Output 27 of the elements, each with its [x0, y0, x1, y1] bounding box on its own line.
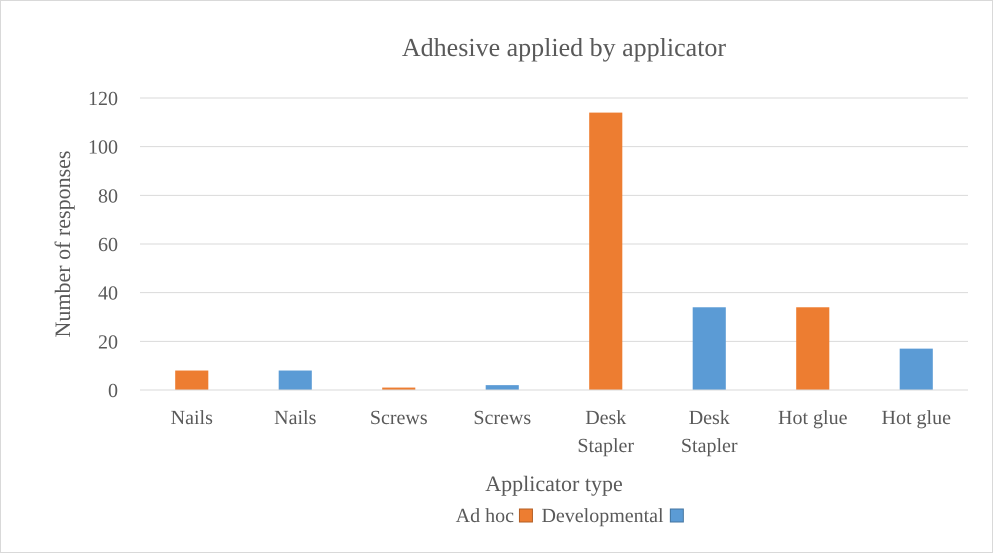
- legend-label: Ad hoc: [456, 505, 514, 527]
- bar: [796, 307, 830, 390]
- bar: [692, 307, 726, 390]
- legend-label: Developmental: [541, 505, 664, 527]
- x-tick-label: Nails: [274, 407, 317, 429]
- x-tick-label: Hot glue: [882, 407, 952, 429]
- y-tick-label: 20: [98, 331, 118, 354]
- x-tick-label: Hot glue: [778, 407, 848, 429]
- chart-title: Adhesive applied by applicator: [402, 33, 726, 62]
- y-tick-label: 0: [108, 380, 118, 402]
- y-tick-label: 120: [88, 88, 118, 110]
- bar: [900, 348, 933, 390]
- bar: [589, 112, 622, 390]
- bar: [278, 370, 312, 390]
- x-tick-label: Screws: [473, 407, 532, 429]
- bar: [175, 370, 208, 390]
- y-tick-label: 80: [98, 185, 118, 208]
- x-tick-label: Desk Stapler: [577, 407, 634, 457]
- x-tick-label: Nails: [170, 407, 214, 429]
- x-axis-title: Applicator type: [485, 471, 623, 496]
- x-tick-label: Screws: [370, 407, 428, 429]
- bar: [486, 385, 519, 390]
- y-axis-title: Number of responses: [50, 150, 75, 338]
- y-tick-label: 40: [98, 282, 118, 305]
- y-tick-label: 60: [98, 234, 118, 256]
- y-tick-label: 100: [88, 136, 118, 159]
- x-tick-label: Desk Stapler: [680, 407, 738, 457]
